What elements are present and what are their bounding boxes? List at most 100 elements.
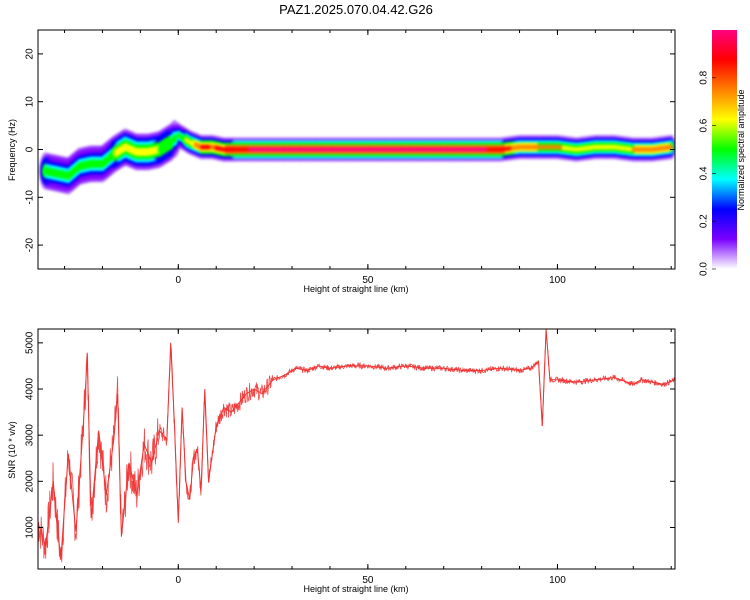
snr-y-axis-label: SNR (10 * v/v) xyxy=(7,421,17,479)
spectrogram-cell xyxy=(634,146,639,153)
spectrogram-cell xyxy=(325,146,329,153)
y-tick-label: 4000 xyxy=(25,377,36,400)
spectrogram-cell xyxy=(337,146,341,153)
snr-axes: 0 50 100 1000 2000 3000 4000 5000 xyxy=(25,329,675,586)
spectrogram-cell xyxy=(239,146,244,153)
spectrogram-cell xyxy=(571,146,575,153)
spectrogram-cell xyxy=(225,146,229,153)
spectrogram-cell xyxy=(584,145,588,152)
spectrogram-cell xyxy=(271,146,275,153)
spectrogram-cell xyxy=(382,146,386,153)
spectrogram-cell xyxy=(663,145,667,151)
spectrogram-cell xyxy=(606,144,610,151)
spectrogram-cell xyxy=(168,138,174,147)
spectrogram-cell xyxy=(258,146,262,153)
spectrogram-cell xyxy=(536,144,541,151)
spectrogram-cell xyxy=(388,146,392,153)
snr-frame xyxy=(37,328,676,570)
spectrogram-cell xyxy=(552,144,556,151)
spectrogram-cell xyxy=(199,144,203,151)
colorbar: 0.0 0.2 0.4 0.6 0.8 Normalized spectral ampl… xyxy=(699,30,746,276)
spectrogram-cell xyxy=(653,146,658,153)
spectrogram-cell xyxy=(375,146,379,153)
spectrogram-cell xyxy=(669,144,673,151)
spectrogram-cell xyxy=(404,146,408,153)
colorbar-tick-label: 0.8 xyxy=(699,70,710,84)
spectrogram-cell xyxy=(331,146,335,153)
spectrogram-cell xyxy=(205,144,209,151)
spectrogram-cell xyxy=(378,146,383,153)
spectrogram-cell xyxy=(284,146,288,153)
spectrogram-cell xyxy=(208,144,212,151)
spectrogram-cell xyxy=(353,146,357,153)
spectrogram-cell xyxy=(565,145,569,152)
spectrogram-cell xyxy=(473,146,477,153)
spectrogram-cell xyxy=(394,146,398,153)
spectrogram-cell xyxy=(188,139,192,146)
spectrogram-cell xyxy=(296,146,300,153)
spectrogram-cell xyxy=(587,145,591,151)
spectrogram-cell xyxy=(255,146,259,153)
spectrogram-cell xyxy=(172,134,177,143)
spectrogram-cell xyxy=(309,146,313,153)
spectrogram-cell xyxy=(407,146,411,153)
spectrogram-cell xyxy=(202,144,206,151)
spectrogram-cell xyxy=(603,144,607,151)
spectrogram-cell xyxy=(600,144,604,151)
spectrogram-cell xyxy=(562,145,566,151)
spectrogram-cell xyxy=(299,146,304,153)
x-tick-label: 0 xyxy=(176,275,182,286)
spectrogram-cell xyxy=(385,146,389,153)
y-tick-label: 20 xyxy=(25,48,36,60)
spectrogram-cell xyxy=(246,146,250,153)
spectrogram-cell xyxy=(401,146,405,153)
spectrogram-cell xyxy=(467,146,471,153)
spectrogram-cell xyxy=(650,146,654,153)
spectrogram-cell xyxy=(372,146,376,153)
figure-title: PAZ1.2025.070.04.42.G26 xyxy=(279,2,433,17)
spectrogram-cell xyxy=(590,144,594,151)
spectrogram-cell xyxy=(312,146,316,153)
colorbar-tick-label: 0.4 xyxy=(699,166,710,180)
spectrogram-cell xyxy=(410,146,414,153)
spectrogram-cell xyxy=(524,144,528,151)
colorbar-ticks: 0.0 0.2 0.4 0.6 0.8 xyxy=(699,70,716,276)
spectrogram-cell xyxy=(182,135,186,142)
spectrogram-cell xyxy=(476,146,481,153)
spectrogram-cell xyxy=(495,146,499,153)
spectrogram-cell xyxy=(530,144,534,151)
spectrogram-cell xyxy=(461,146,465,153)
y-tick-label: 5000 xyxy=(25,331,36,354)
spectrogram-cell xyxy=(451,146,455,153)
spectrogram-cell xyxy=(644,146,648,153)
spectrogram-cell xyxy=(480,146,484,153)
spectrogram-cell xyxy=(457,146,462,153)
spectrogram-cell xyxy=(341,146,345,153)
spectrogram-cell xyxy=(360,146,364,153)
spectrogram-cell xyxy=(233,146,237,153)
spectrogram-cell xyxy=(615,144,620,151)
spectrogram-cell xyxy=(438,146,443,153)
spectrogram-cell xyxy=(315,146,319,153)
spectrogram-cell xyxy=(262,146,266,153)
spectrogram-cell xyxy=(502,146,506,153)
y-tick-label: -20 xyxy=(25,237,36,252)
spectrogram-cell xyxy=(347,146,351,153)
spectrogram-cell xyxy=(445,146,449,153)
spectrogram-cell xyxy=(328,146,332,153)
spectrogram-cell xyxy=(350,146,354,153)
spectrogram-cell xyxy=(514,144,519,151)
spectrogram-cell xyxy=(306,146,310,153)
spectrogram-cell xyxy=(505,145,509,152)
spectrogram-cell xyxy=(190,140,195,147)
spectrogram-cell xyxy=(268,146,272,153)
spectrogram-cell xyxy=(334,146,338,153)
spectrogram-cell xyxy=(274,146,278,153)
spectrogram-cell xyxy=(628,146,632,153)
snr-series-line xyxy=(38,329,675,560)
snr-x-axis-label: Height of straight line (km) xyxy=(303,584,408,594)
spectrogram-cell xyxy=(416,146,420,153)
spectrogram-cell xyxy=(366,146,370,153)
x-tick-label: 0 xyxy=(176,575,182,586)
spectrogram-cell xyxy=(230,146,234,153)
